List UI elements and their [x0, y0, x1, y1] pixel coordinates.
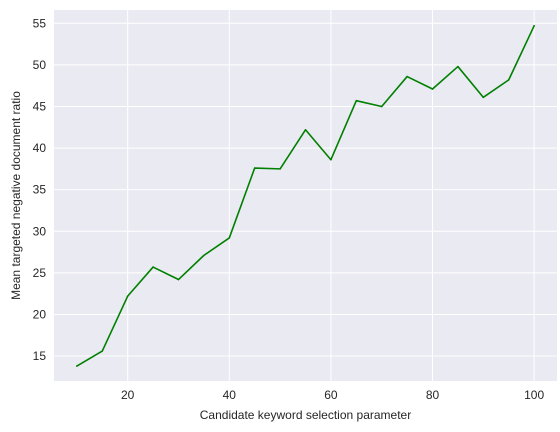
data-point	[228, 237, 231, 239]
data-point	[380, 105, 383, 108]
x-tick-label: 80	[426, 388, 440, 402]
data-point	[406, 75, 408, 78]
y-tick-label: 30	[33, 224, 47, 238]
x-tick-label: 60	[324, 388, 338, 402]
data-point	[431, 88, 434, 90]
x-axis-title: Candidate keyword selection parameter	[200, 408, 411, 422]
data-point	[279, 168, 281, 170]
data-point	[253, 167, 256, 169]
data-point	[457, 65, 459, 68]
data-point	[330, 158, 332, 161]
y-tick-label: 35	[33, 183, 47, 197]
data-point	[126, 295, 129, 297]
x-tick-label: 40	[223, 388, 237, 402]
y-tick-label: 15	[33, 349, 47, 363]
y-tick-label: 45	[33, 99, 47, 113]
data-point	[355, 99, 358, 102]
x-tick-label: 100	[524, 388, 544, 402]
data-point	[152, 266, 154, 268]
data-point	[203, 254, 205, 257]
y-tick-label: 50	[33, 58, 47, 72]
x-tick-label: 20	[121, 388, 135, 402]
series-layer	[76, 24, 535, 367]
plot-area	[54, 10, 557, 381]
y-axis-ticks: 15 20 25 30 35 40 45 50 55	[33, 16, 47, 363]
y-tick-label: 25	[33, 266, 47, 280]
y-tick-label: 20	[33, 307, 47, 321]
data-point	[533, 25, 535, 27]
data-point	[482, 96, 485, 99]
data-point	[101, 350, 104, 352]
data-point	[76, 365, 78, 367]
data-point	[507, 79, 510, 81]
y-tick-label: 40	[33, 141, 47, 155]
data-point	[177, 278, 180, 281]
x-axis-ticks: 20 40 60 80 100	[121, 388, 544, 402]
y-axis-title: Mean targeted negative document ratio	[9, 91, 23, 300]
gridlines	[54, 10, 557, 381]
data-point	[304, 128, 307, 131]
y-tick-label: 55	[33, 16, 47, 30]
